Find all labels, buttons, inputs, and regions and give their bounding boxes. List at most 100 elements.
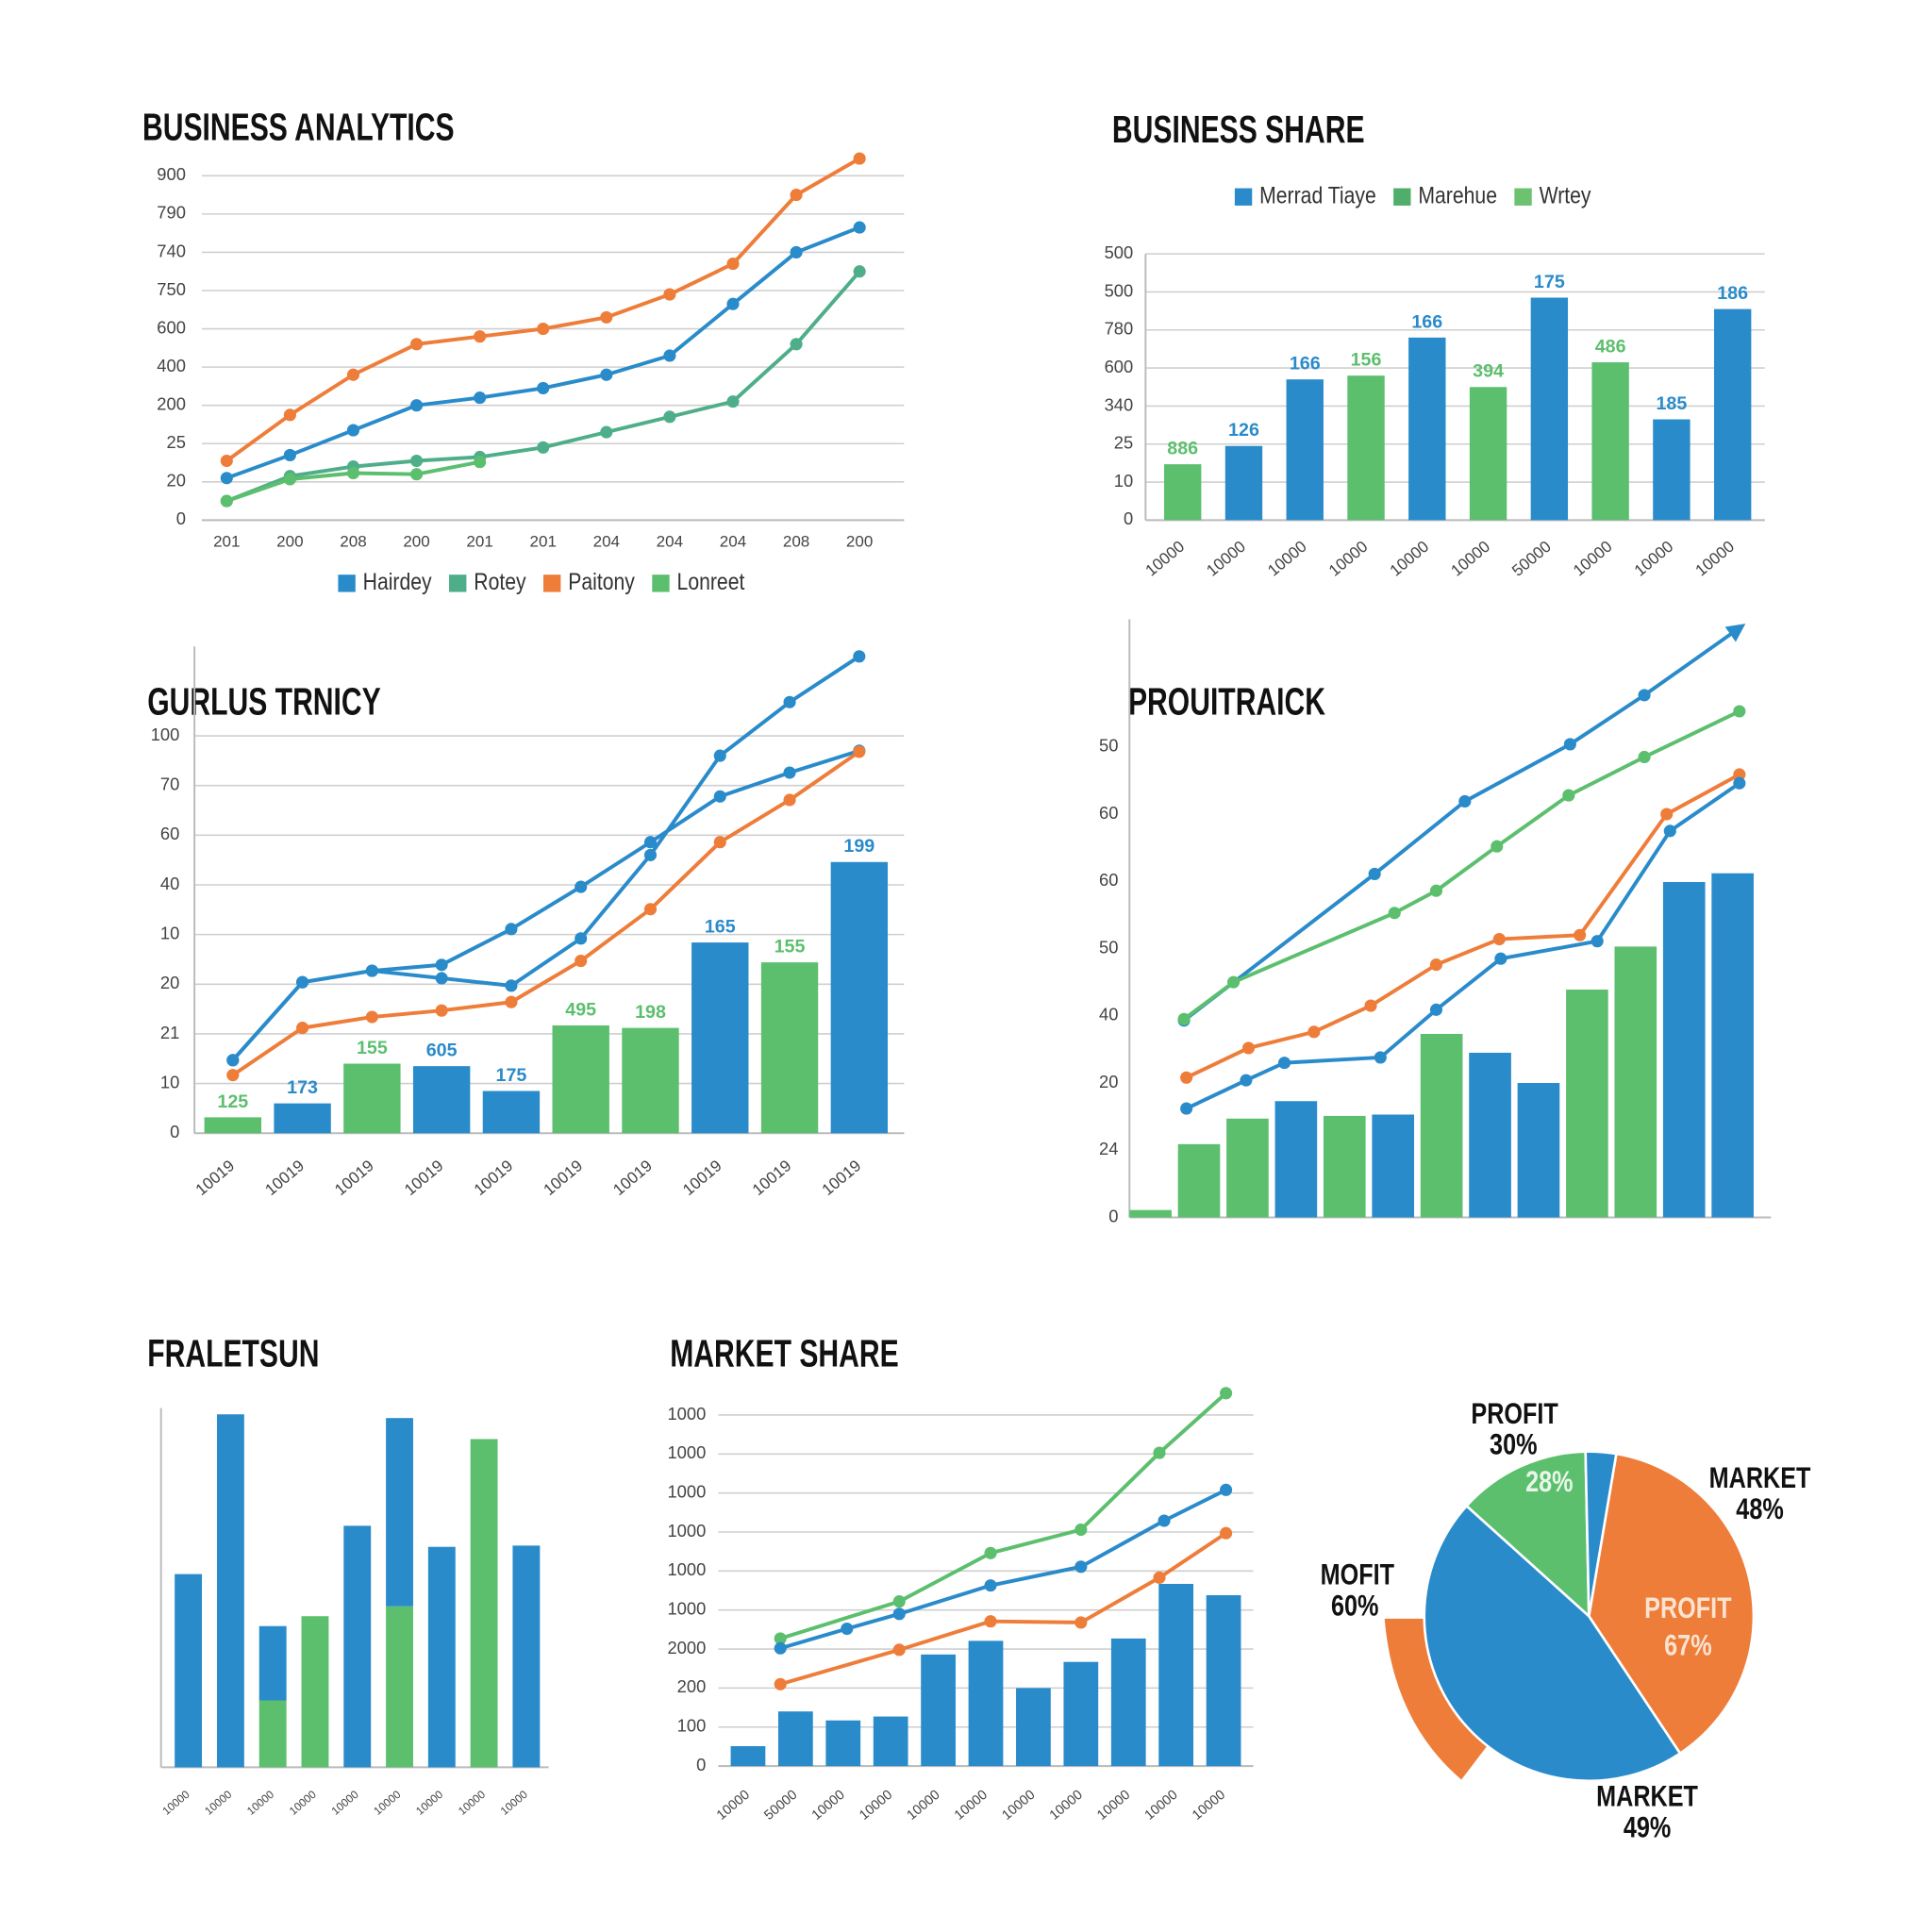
bar-label: 155 — [774, 937, 806, 958]
x-tick-label: 10019 — [609, 1157, 656, 1199]
legend-label: Merrad Tiaye — [1259, 182, 1376, 208]
x-tick-label: 204 — [593, 533, 620, 551]
bar-label: 175 — [1534, 272, 1565, 292]
x-tick-label: 10000 — [413, 1788, 445, 1818]
point — [892, 1643, 906, 1657]
point — [365, 1010, 378, 1024]
point — [435, 1004, 448, 1017]
bar-label: 605 — [426, 1041, 458, 1061]
y-tick-label: 400 — [157, 356, 186, 375]
chart-title: FRALETSUN — [147, 1332, 319, 1374]
x-tick-label: 204 — [657, 533, 683, 551]
y-tick-label: 40 — [1099, 1005, 1118, 1024]
point — [1638, 750, 1651, 764]
point — [774, 1632, 787, 1645]
bar — [1517, 1083, 1560, 1218]
point — [346, 368, 360, 381]
y-tick-label: 60 — [160, 824, 179, 843]
bar-segment — [301, 1616, 329, 1768]
x-tick-label: 201 — [466, 533, 492, 551]
pie-annotation: 49% — [1624, 1811, 1671, 1844]
chart-title: GURLUS TRNICY — [147, 680, 381, 723]
point — [1277, 1057, 1291, 1070]
y-tick-label: 20 — [167, 471, 186, 491]
point — [1429, 958, 1443, 972]
bar-label: 394 — [1473, 361, 1504, 382]
pie-annotation: PROFIT — [1471, 1397, 1558, 1430]
x-tick-label: 204 — [720, 533, 746, 551]
x-tick-label: 10000 — [1142, 538, 1189, 580]
bar-label: 166 — [1411, 311, 1442, 332]
point — [1429, 1003, 1443, 1016]
point — [984, 1615, 997, 1628]
bar — [1469, 387, 1507, 521]
bar-segment — [258, 1700, 287, 1768]
point — [853, 745, 866, 758]
x-tick-label: 10000 — [1570, 538, 1616, 580]
point — [410, 454, 424, 468]
line — [225, 157, 861, 463]
y-tick-label: 2000 — [667, 1638, 706, 1657]
point — [1074, 1560, 1088, 1574]
pie-annotation: 48% — [1736, 1492, 1783, 1525]
bar — [1063, 1661, 1099, 1767]
point — [1158, 1514, 1171, 1527]
x-tick-label: 10019 — [192, 1157, 239, 1199]
y-tick-label: 50 — [1099, 736, 1118, 756]
point — [1240, 1074, 1253, 1087]
line — [225, 225, 860, 480]
bar — [1614, 946, 1657, 1218]
bar-segment — [258, 1625, 287, 1701]
y-tick-label: 20 — [1099, 1072, 1118, 1091]
y-tick-label: 0 — [176, 508, 186, 528]
point — [575, 932, 588, 945]
bar-label: 175 — [496, 1065, 527, 1086]
y-tick-label: 10 — [1114, 471, 1133, 491]
point — [783, 793, 796, 807]
bar — [921, 1654, 956, 1767]
bar-segment — [386, 1606, 413, 1768]
y-tick-label: 24 — [1099, 1139, 1118, 1158]
chart-title: MARKET SHARE — [670, 1332, 898, 1374]
bar — [1347, 375, 1385, 521]
bar-label: 126 — [1228, 420, 1259, 441]
x-tick-label: 201 — [530, 533, 557, 551]
bar — [274, 1103, 331, 1134]
point — [283, 473, 296, 486]
bar — [343, 1063, 401, 1134]
y-tick-label: 1000 — [667, 1404, 706, 1424]
point — [1429, 884, 1443, 897]
y-tick-label: 1000 — [667, 1482, 706, 1502]
pie-annotation: 67% — [1664, 1629, 1711, 1662]
pie-annotation: 60% — [1331, 1590, 1378, 1623]
bar — [777, 1711, 813, 1767]
point — [600, 368, 613, 381]
bar — [1408, 337, 1446, 521]
point — [346, 466, 360, 480]
x-tick-label: 10000 — [857, 1788, 895, 1824]
point — [226, 1054, 240, 1067]
y-tick-label: 500 — [1105, 280, 1134, 300]
x-tick-label: 10000 — [498, 1788, 530, 1818]
bar — [1286, 379, 1324, 521]
x-tick-label: 50000 — [761, 1788, 800, 1824]
y-tick-label: 40 — [160, 874, 179, 893]
y-tick-label: 60 — [1099, 803, 1118, 823]
y-tick-label: 100 — [151, 724, 180, 744]
bar — [1158, 1583, 1194, 1767]
point — [853, 265, 866, 278]
bar-label: 886 — [1167, 439, 1198, 459]
point — [1220, 1526, 1233, 1540]
legend-label: Paitony — [568, 568, 635, 594]
pie-annotation: 30% — [1490, 1428, 1537, 1461]
point — [892, 1595, 906, 1608]
point — [435, 972, 448, 985]
y-tick-label: 500 — [1105, 242, 1134, 262]
pie-slice — [1464, 1450, 1591, 1620]
y-tick-label: 60 — [1099, 870, 1118, 890]
pie-annotation: 28% — [1525, 1465, 1573, 1498]
y-tick-label: 1000 — [667, 1521, 706, 1541]
bar — [691, 942, 749, 1134]
point — [1220, 1387, 1233, 1400]
